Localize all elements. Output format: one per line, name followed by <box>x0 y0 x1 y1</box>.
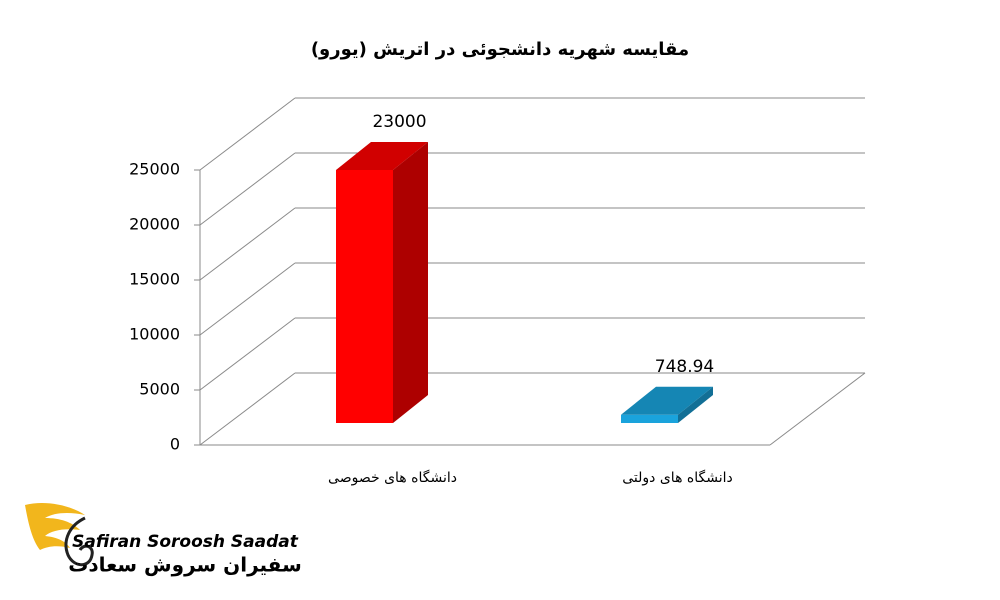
logo-name-en: Safiran Soroosh Saadat <box>72 532 299 552</box>
bar-side <box>678 386 713 423</box>
bar-top <box>336 142 428 170</box>
chart-title: مقایسه شهریه دانشجوئی در اتریش (یورو) <box>311 39 689 60</box>
bar-front <box>336 170 393 423</box>
bar-side <box>393 142 428 423</box>
y-tick-label: 0 <box>170 435 180 454</box>
value-label: 748.94 <box>655 357 714 377</box>
grid-line <box>199 372 296 446</box>
x-tick-label: دانشگاه های دولتی <box>622 469 733 486</box>
grid-line <box>199 207 296 281</box>
x-tick-label: دانشگاه های خصوصی <box>328 469 457 486</box>
bar-front <box>621 414 678 423</box>
y-tick-label: 15000 <box>129 270 180 289</box>
bar-top <box>621 386 713 415</box>
y-tick-label: 20000 <box>129 215 180 234</box>
y-tick-label: 10000 <box>129 325 180 344</box>
y-tick-label: 5000 <box>139 380 180 399</box>
y-tick-label: 25000 <box>129 160 180 179</box>
logo-wing <box>25 503 85 550</box>
logo-swirl <box>64 516 94 567</box>
logo-name-fa: سفیران سروش سعادت <box>68 553 302 577</box>
grid-line <box>199 317 296 391</box>
grid-line <box>199 97 296 171</box>
logo: Safiran Soroosh Saadat سفیران سروش سعادت <box>25 503 302 577</box>
grid-line <box>199 262 296 336</box>
value-label: 23000 <box>372 112 426 132</box>
grid-line <box>199 152 296 226</box>
floor-edge <box>769 372 866 446</box>
